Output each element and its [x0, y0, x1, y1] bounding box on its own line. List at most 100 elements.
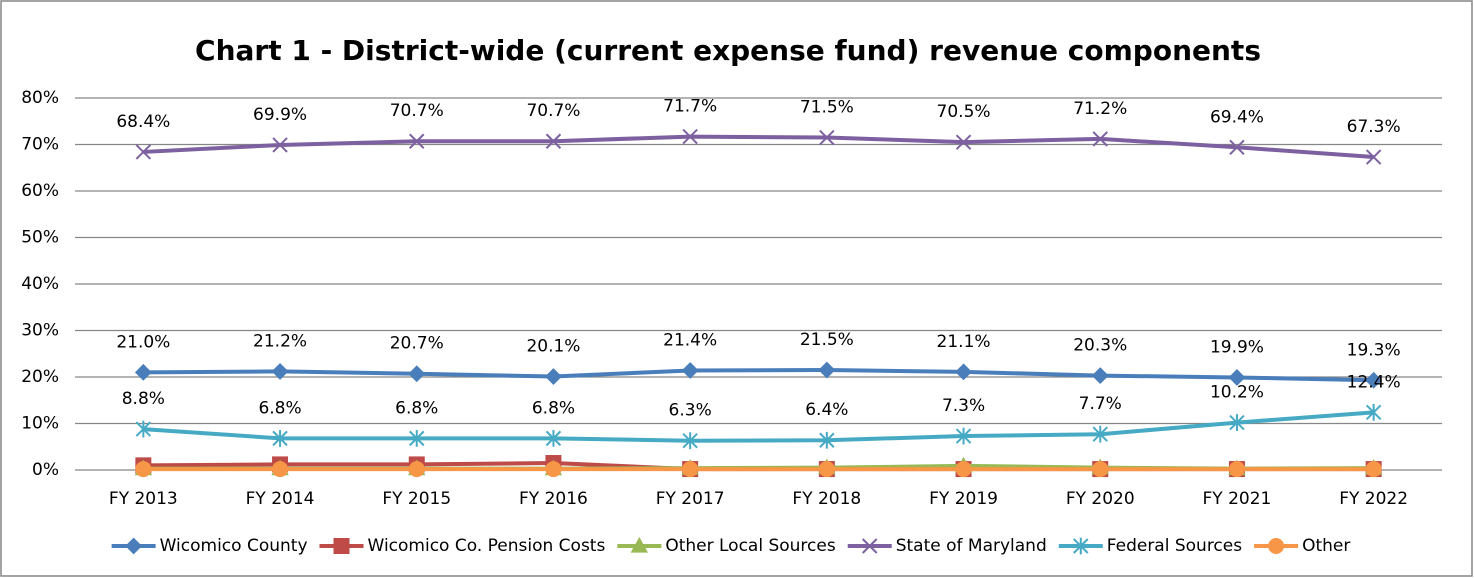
- marker: [1229, 139, 1245, 155]
- marker: [955, 427, 972, 445]
- x-tick-label: FY 2013: [109, 489, 178, 509]
- legend-label: Wicomico Co. Pension Costs: [368, 536, 606, 556]
- legend-label: Other: [1302, 536, 1350, 556]
- marker: [1365, 149, 1382, 165]
- marker: [545, 133, 562, 149]
- marker: [955, 461, 972, 478]
- data-label: 7.7%: [1079, 394, 1122, 414]
- marker: [545, 461, 562, 478]
- y-tick-label: 60%: [21, 181, 59, 201]
- series-line: [143, 368, 1374, 383]
- marker: [135, 420, 152, 438]
- marker: [333, 538, 350, 554]
- marker: [135, 461, 152, 478]
- data-label: 70.7%: [390, 101, 444, 121]
- data-label: 20.7%: [390, 334, 444, 354]
- marker: [819, 129, 835, 146]
- marker: [1365, 403, 1382, 421]
- marker: [271, 363, 289, 380]
- data-label: 70.5%: [937, 102, 991, 122]
- marker: [272, 461, 289, 478]
- y-tick-label: 20%: [21, 367, 59, 387]
- marker: [819, 431, 835, 449]
- y-tick-label: 0%: [32, 460, 59, 480]
- x-tick-label: FY 2019: [929, 489, 998, 509]
- x-tick-label: FY 2020: [1066, 489, 1135, 509]
- marker: [955, 363, 972, 381]
- data-label: 20.3%: [1073, 336, 1127, 356]
- data-label: 20.1%: [526, 337, 580, 357]
- marker: [272, 137, 288, 153]
- marker: [135, 144, 152, 160]
- marker: [682, 432, 698, 450]
- data-label: 67.3%: [1347, 117, 1401, 137]
- marker: [1092, 131, 1108, 147]
- x-tick-label: FY 2018: [792, 489, 861, 509]
- marker: [408, 461, 425, 478]
- data-label: 71.2%: [1073, 99, 1127, 119]
- data-label: 6.4%: [805, 400, 848, 420]
- data-label: 21.1%: [937, 332, 991, 352]
- data-label: 7.3%: [942, 396, 985, 416]
- marker: [955, 134, 972, 150]
- marker: [681, 362, 699, 379]
- x-tick-label: FY 2021: [1203, 489, 1272, 509]
- data-label: 21.2%: [253, 331, 307, 351]
- marker: [545, 429, 562, 447]
- y-tick-label: 30%: [21, 321, 59, 341]
- x-tick-label: FY 2016: [519, 489, 588, 509]
- x-tick-label: FY 2022: [1339, 489, 1408, 509]
- marker: [1092, 425, 1108, 443]
- series-line: [143, 134, 1374, 160]
- marker: [1365, 461, 1382, 478]
- legend-label: Federal Sources: [1107, 536, 1242, 556]
- marker: [1228, 461, 1245, 478]
- data-label: 6.8%: [532, 398, 575, 418]
- data-label: 71.7%: [663, 97, 717, 117]
- marker: [409, 133, 425, 149]
- marker: [272, 429, 288, 447]
- legend-label: Other Local Sources: [665, 536, 836, 556]
- marker: [134, 363, 152, 381]
- y-tick-label: 70%: [21, 135, 59, 155]
- marker: [1365, 371, 1383, 389]
- data-label: 19.9%: [1210, 337, 1264, 357]
- marker: [125, 537, 143, 555]
- marker: [1229, 414, 1245, 431]
- data-label: 68.4%: [116, 112, 170, 132]
- legend: Wicomico County Wicomico Co. Pension Cost…: [111, 536, 1350, 556]
- marker: [1268, 538, 1285, 554]
- marker: [545, 368, 562, 385]
- data-label: 71.5%: [800, 98, 854, 118]
- data-label: 10.2%: [1210, 383, 1264, 403]
- y-tick-label: 80%: [21, 88, 59, 108]
- marker: [1091, 367, 1109, 385]
- y-tick-label: 10%: [21, 414, 59, 434]
- data-label: 69.4%: [1210, 107, 1264, 127]
- data-label: 6.3%: [669, 401, 712, 421]
- data-label: 21.4%: [663, 330, 717, 350]
- chart-title: Chart 1 - District-wide (current expense…: [195, 34, 1261, 67]
- x-tick-label: FY 2015: [382, 489, 451, 509]
- marker: [1092, 461, 1109, 478]
- data-label: 70.7%: [526, 101, 580, 121]
- marker: [682, 461, 699, 478]
- y-tick-label: 40%: [21, 274, 59, 294]
- data-label: 6.8%: [395, 398, 438, 418]
- data-label: 19.3%: [1347, 340, 1401, 360]
- y-tick-label: 50%: [21, 228, 59, 248]
- legend-label: State of Maryland: [896, 536, 1047, 556]
- data-label: 69.9%: [253, 105, 307, 125]
- marker: [818, 361, 836, 379]
- marker: [862, 538, 878, 554]
- x-tick-label: FY 2014: [246, 489, 315, 509]
- marker: [409, 429, 425, 447]
- series-line: [143, 410, 1374, 443]
- data-label: 6.8%: [258, 398, 301, 418]
- data-label: 12.4%: [1347, 372, 1401, 392]
- marker: [408, 365, 426, 383]
- data-label: 21.0%: [116, 332, 170, 352]
